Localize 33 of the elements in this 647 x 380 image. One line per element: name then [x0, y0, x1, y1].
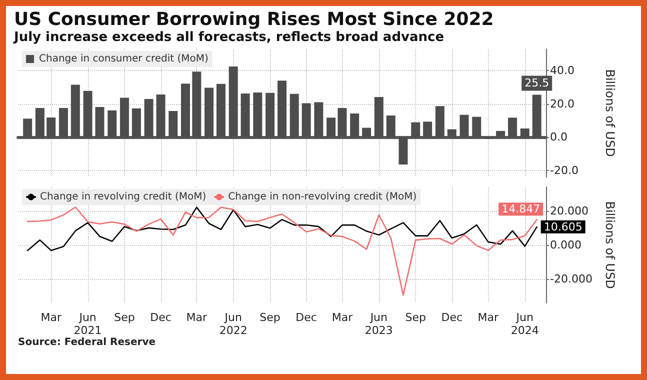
x-tick-label: Mar — [332, 311, 354, 324]
x-tick-label: Sep — [405, 311, 426, 324]
y-tick-label: 40.0 — [550, 64, 574, 78]
y-tick-label: -20.000 — [550, 272, 592, 286]
line-series — [26, 206, 538, 296]
y-tick-label: 20.0 — [550, 97, 574, 110]
y-tick-label: 0.000 — [550, 238, 582, 252]
x-tick-label: Dec — [296, 311, 317, 324]
y-axis-title: Billions of USD — [603, 69, 617, 157]
x-tick-label: Mar — [478, 311, 500, 324]
chart-subtitle: July increase exceeds all forecasts, reflects broad advance — [14, 30, 446, 45]
legend-label: Change in revolving credit (MoM) — [40, 192, 206, 202]
x-tick-label: Dec — [150, 311, 172, 324]
x-tick-label: Mar — [186, 311, 208, 324]
x-tick-label: Mar — [40, 311, 62, 324]
x-tick-label: Sep — [260, 311, 280, 324]
y-tick-label: 20.000 — [550, 204, 588, 218]
y-axis-title: Billions of USD — [603, 201, 617, 289]
y-tick-label: 0.0 — [550, 130, 568, 144]
x-tick-label: Sep — [114, 311, 135, 324]
x-tick-label: Jun 2022 — [219, 311, 248, 337]
data-label: 25.5 — [524, 76, 550, 90]
data-label: 14.847 — [502, 202, 540, 216]
x-tick-label: Jun 2024 — [510, 311, 539, 337]
x-tick-label: Jun 2021 — [74, 311, 102, 337]
legend-label: Change in consumer credit (MoM) — [39, 54, 208, 64]
x-tick-label: Dec — [441, 311, 463, 324]
y-tick-label: -20.0 — [550, 164, 578, 177]
legend-label: Change in non-revolving credit (MoM) — [228, 192, 417, 202]
chart-title: US Consumer Borrowing Rises Most Since 2022 — [14, 9, 495, 30]
source-note: Source: Federal Reserve — [18, 337, 156, 348]
data-label: 10.605 — [544, 220, 582, 234]
x-tick-label: Jun 2023 — [364, 311, 393, 337]
